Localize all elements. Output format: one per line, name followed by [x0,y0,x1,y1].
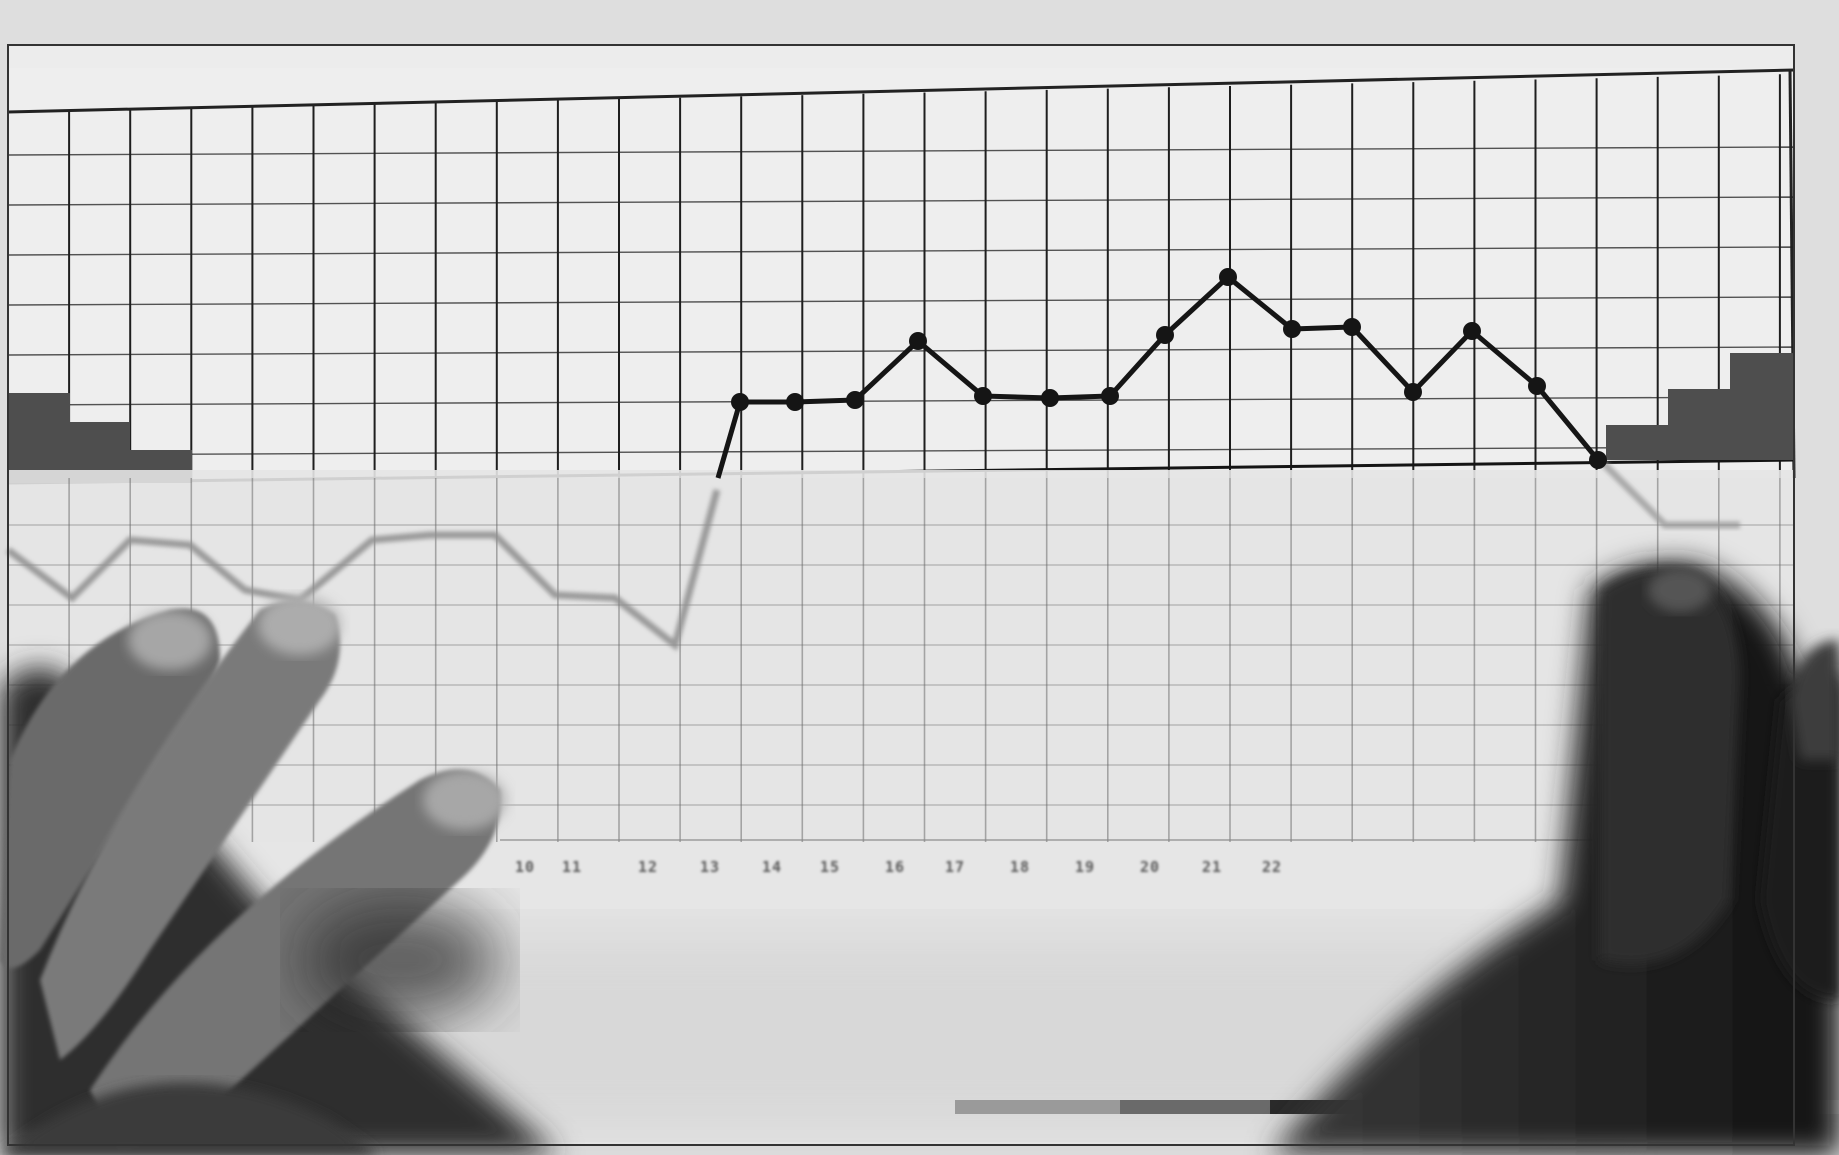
trace-polyline [715,274,1600,479]
x-tick-label: 15 [820,858,841,876]
grid-hline [7,296,1795,306]
upper-grid-paper [8,68,1794,478]
trace-point [1041,389,1059,407]
x-tick-label: 17 [945,858,966,876]
x-tick-label: 10 [515,858,536,876]
trace-point [1343,318,1361,336]
grid-top-border [7,68,1795,114]
x-tick-label: 16 [885,858,906,876]
grid-hline [7,146,1795,156]
left-middle-finger [40,601,340,1060]
board-frame [7,44,1795,1146]
faded-trace-left [5,489,721,652]
trace-point [974,387,992,405]
trace-point [1589,451,1607,469]
right-hand [1270,562,1839,1155]
x-tick-label: 18 [1010,858,1031,876]
trace-point [1283,320,1301,338]
trace-point [1463,322,1481,340]
grid-hline [7,396,1795,406]
left-hand [0,595,560,1155]
trace-point [846,391,864,409]
upper-grid [7,68,1796,485]
left-index-finger [0,608,220,968]
x-tick-label: 21 [1202,858,1223,876]
trace-point [731,393,749,411]
grid-hline [7,446,1795,456]
trace-point [1156,326,1174,344]
trace-line [715,268,1607,479]
trace-point [909,332,927,350]
trace-point [1101,387,1119,405]
x-tick-label: 12 [638,858,659,876]
x-tick-label: 14 [762,858,783,876]
x-tick-label: 19 [1075,858,1096,876]
x-tick-label: 20 [1140,858,1161,876]
right-shaded-steps [1606,353,1794,460]
trace-point [1219,268,1237,286]
x-tick-label: 13 [700,858,721,876]
left-shaded-steps [8,393,192,483]
trace-point [1404,383,1422,401]
right-index-finger [1600,567,1740,964]
grid-hline [7,196,1795,206]
trace-point [786,393,804,411]
x-tick-label: 11 [562,858,583,876]
grid-hline [7,246,1795,256]
x-tick-label: 22 [1262,858,1283,876]
trace-point [1528,377,1546,395]
faded-trace-right [1597,457,1740,529]
shaded-blocks [8,353,1794,483]
left-ring-finger [90,769,501,1150]
